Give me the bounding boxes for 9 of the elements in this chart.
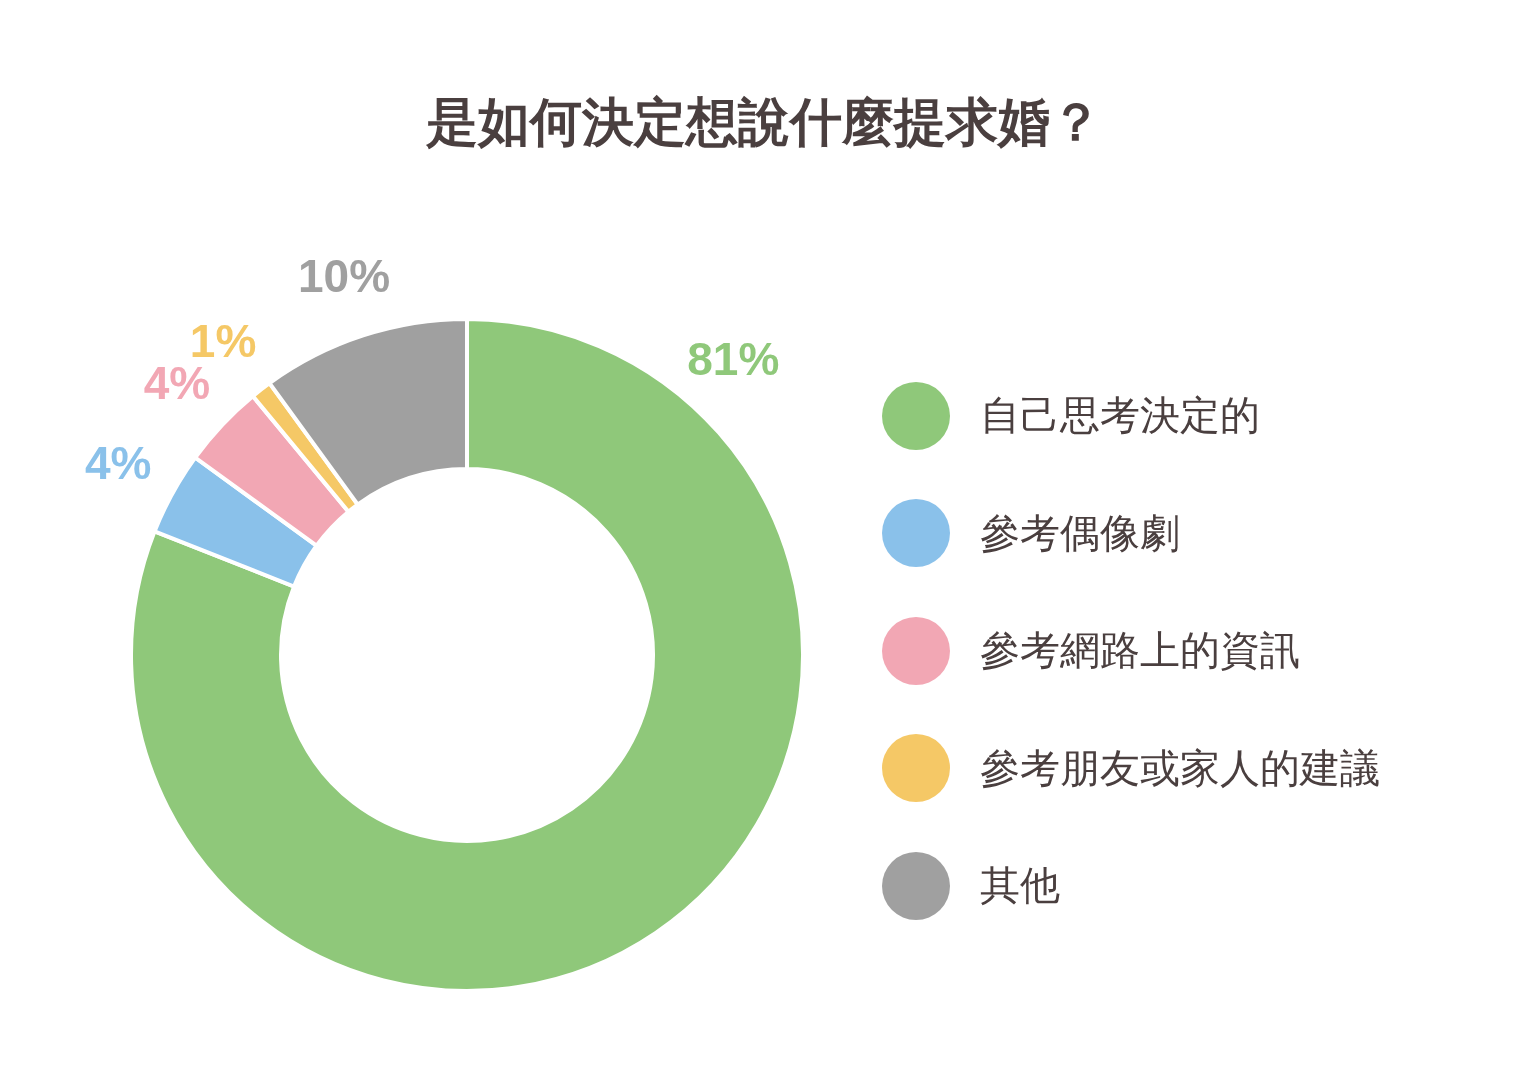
data-label: 4%	[84, 437, 152, 490]
legend-label: 參考網路上的資訊	[980, 626, 1300, 676]
legend-label: 參考偶像劇	[980, 508, 1180, 558]
chart-title: 是如何決定想說什麼提求婚？	[424, 90, 1103, 154]
data-label: 81%	[687, 333, 780, 386]
data-label: 10%	[297, 250, 391, 303]
legend-label: 自己思考決定的	[980, 391, 1260, 441]
legend-label: 參考朋友或家人的建議	[980, 743, 1380, 793]
legend-label: 其他	[980, 861, 1060, 911]
